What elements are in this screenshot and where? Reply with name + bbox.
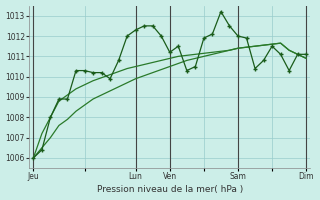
X-axis label: Pression niveau de la mer( hPa ): Pression niveau de la mer( hPa ) [97, 185, 243, 194]
